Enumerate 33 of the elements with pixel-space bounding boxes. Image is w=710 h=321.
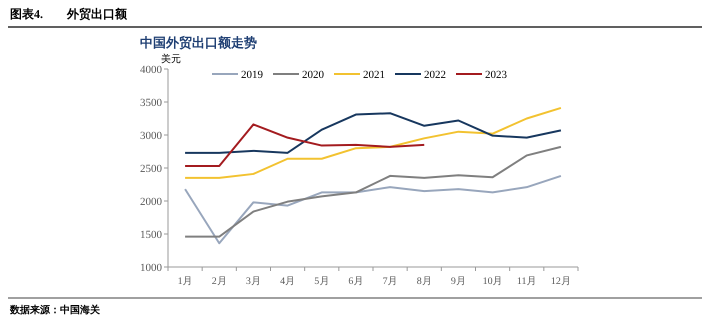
y-axis-title: 美元 xyxy=(161,53,181,65)
legend-label: 2020 xyxy=(302,68,324,81)
x-tick-label: 11月 xyxy=(516,276,537,287)
y-tick-label: 4000 xyxy=(140,64,162,76)
x-tick-label: 6月 xyxy=(348,276,364,287)
line-series xyxy=(184,112,562,154)
x-tick-label: 10月 xyxy=(482,276,503,287)
y-tick-label: 2000 xyxy=(140,196,162,208)
y-tick-label: 3000 xyxy=(140,130,162,142)
x-tick-label: 3月 xyxy=(246,276,261,287)
legend-label: 2022 xyxy=(424,68,446,81)
legend-label: 2023 xyxy=(485,68,508,81)
x-tick-label: 9月 xyxy=(450,276,466,287)
text: 图表4. 外贸出口额 xyxy=(10,7,128,21)
y-tick-label: 1000 xyxy=(140,262,162,274)
y-tick-label: 1500 xyxy=(140,228,162,241)
x-tick-label: 4月 xyxy=(280,276,296,287)
legend-label: 2019 xyxy=(241,68,264,81)
legend-label: 2021 xyxy=(363,68,385,81)
x-tick-label: 8月 xyxy=(416,276,432,287)
x-tick-label: 5月 xyxy=(314,276,330,287)
line-series xyxy=(184,174,562,244)
x-tick-label: 2月 xyxy=(212,276,227,287)
line-series xyxy=(184,123,426,168)
x-tick-label: 12月 xyxy=(550,276,571,287)
y-tick-label: 3500 xyxy=(140,96,162,109)
line-series xyxy=(184,146,562,238)
chart-title: 中国外贸出口额走势 xyxy=(140,35,257,50)
source-note: 数据来源：中国海关 xyxy=(9,304,101,316)
line-series xyxy=(184,106,562,179)
y-tick-label: 2500 xyxy=(140,162,162,175)
x-tick-label: 7月 xyxy=(382,276,398,287)
x-tick-label: 1月 xyxy=(178,276,193,287)
